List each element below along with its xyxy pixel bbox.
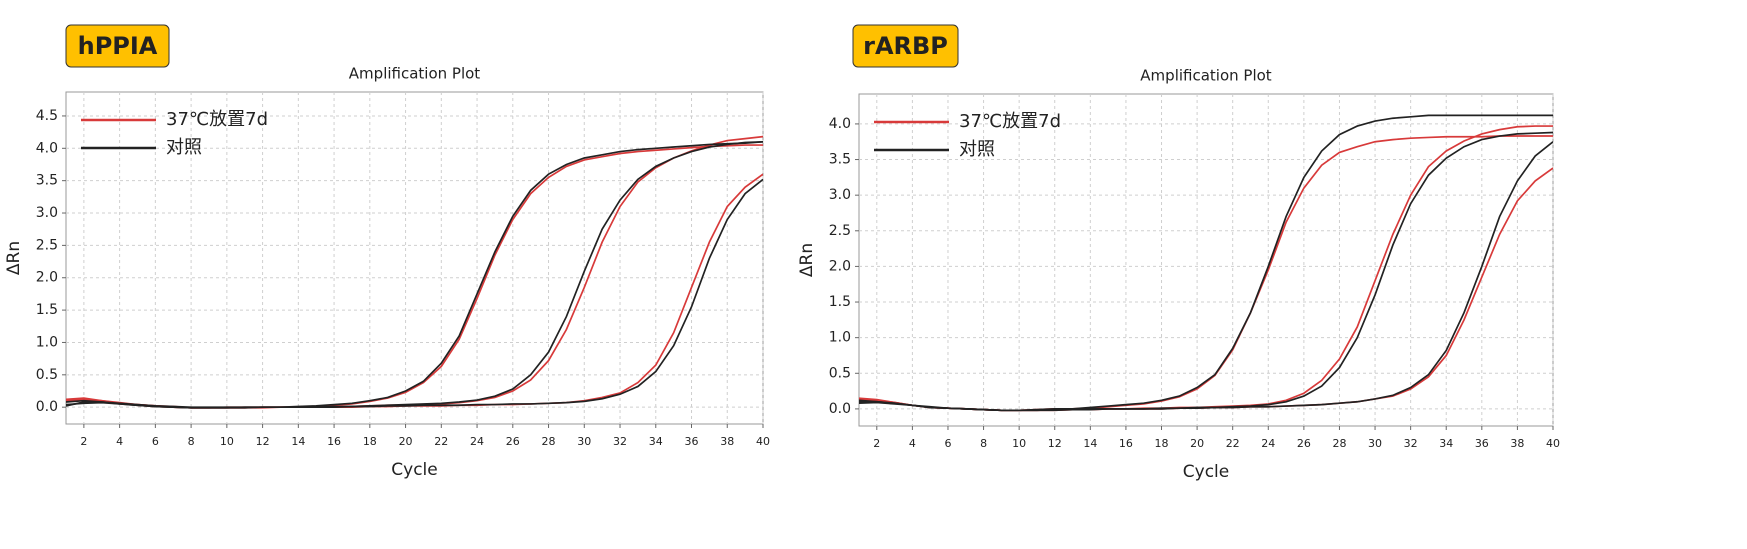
legend-label: 对照	[959, 139, 995, 160]
y-tick-label: 2.0	[36, 270, 58, 286]
y-axis-label: ΔRn	[4, 241, 24, 275]
x-tick-label: 36	[1475, 437, 1489, 450]
plot-area	[858, 93, 1554, 427]
y-tick-label: 1.0	[829, 330, 851, 346]
y-tick-label: 4.5	[36, 108, 58, 124]
x-tick-label: 20	[1190, 437, 1204, 450]
chart-title: Amplification Plot	[349, 65, 481, 83]
x-tick-label: 38	[1510, 437, 1524, 450]
legend-label: 37℃放置7d	[959, 111, 1061, 132]
badge	[852, 24, 959, 68]
x-tick-label: 34	[649, 435, 663, 448]
y-tick-label: 1.0	[36, 334, 58, 350]
x-tick-label: 10	[1012, 437, 1026, 450]
x-tick-label: 18	[363, 435, 377, 448]
y-tick-label: 0.0	[36, 399, 58, 415]
y-tick-label: 0.0	[829, 401, 851, 417]
chart-title: Amplification Plot	[1140, 67, 1272, 85]
x-tick-label: 40	[1546, 437, 1560, 450]
x-tick-label: 6	[152, 435, 159, 448]
x-tick-label: 34	[1439, 437, 1453, 450]
x-tick-label: 20	[399, 435, 413, 448]
x-tick-label: 10	[220, 435, 234, 448]
y-tick-label: 2.5	[829, 223, 851, 239]
x-tick-label: 22	[1226, 437, 1240, 450]
x-tick-label: 12	[256, 435, 270, 448]
badge-label: hPPIA	[78, 32, 158, 60]
x-tick-label: 40	[756, 435, 770, 448]
y-tick-label: 2.5	[36, 237, 58, 253]
x-tick-label: 26	[1297, 437, 1311, 450]
x-tick-label: 8	[188, 435, 195, 448]
y-tick-label: 2.0	[829, 258, 851, 274]
badge-label: rARBP	[863, 32, 948, 60]
x-tick-label: 30	[1368, 437, 1382, 450]
x-tick-label: 38	[720, 435, 734, 448]
y-tick-label: 4.0	[829, 116, 851, 132]
curve	[66, 178, 763, 409]
x-tick-label: 22	[434, 435, 448, 448]
x-tick-label: 4	[909, 437, 916, 450]
x-tick-label: 2	[873, 437, 880, 450]
legend-label: 对照	[166, 137, 202, 158]
x-axis-label: Cycle	[391, 460, 437, 480]
x-tick-label: 16	[1119, 437, 1133, 450]
x-tick-label: 14	[1083, 437, 1097, 450]
plot-area	[65, 91, 764, 425]
x-tick-label: 4	[116, 435, 123, 448]
y-tick-label: 4.0	[36, 140, 58, 156]
x-tick-label: 26	[506, 435, 520, 448]
x-tick-label: 16	[327, 435, 341, 448]
x-tick-label: 2	[80, 435, 87, 448]
x-tick-label: 14	[291, 435, 305, 448]
x-tick-label: 28	[542, 435, 556, 448]
x-tick-label: 28	[1332, 437, 1346, 450]
x-tick-label: 6	[944, 437, 951, 450]
y-tick-label: 0.5	[829, 365, 851, 381]
y-tick-label: 1.5	[36, 302, 58, 318]
x-tick-label: 36	[685, 435, 699, 448]
x-tick-label: 32	[1404, 437, 1418, 450]
x-axis-label: Cycle	[1183, 462, 1229, 482]
y-axis-label: ΔRn	[797, 243, 817, 277]
x-tick-label: 8	[980, 437, 987, 450]
y-tick-label: 0.5	[36, 367, 58, 383]
y-tick-label: 1.5	[829, 294, 851, 310]
x-tick-label: 30	[577, 435, 591, 448]
y-tick-label: 3.5	[829, 152, 851, 168]
curve	[859, 141, 1553, 412]
x-tick-label: 12	[1048, 437, 1062, 450]
y-tick-label: 3.5	[36, 173, 58, 189]
x-tick-label: 24	[1261, 437, 1275, 450]
x-tick-label: 24	[470, 435, 484, 448]
x-tick-label: 32	[613, 435, 627, 448]
x-tick-label: 18	[1155, 437, 1169, 450]
y-tick-label: 3.0	[36, 205, 58, 221]
badge	[65, 24, 170, 68]
legend-label: 37℃放置7d	[166, 109, 268, 130]
y-tick-label: 3.0	[829, 187, 851, 203]
